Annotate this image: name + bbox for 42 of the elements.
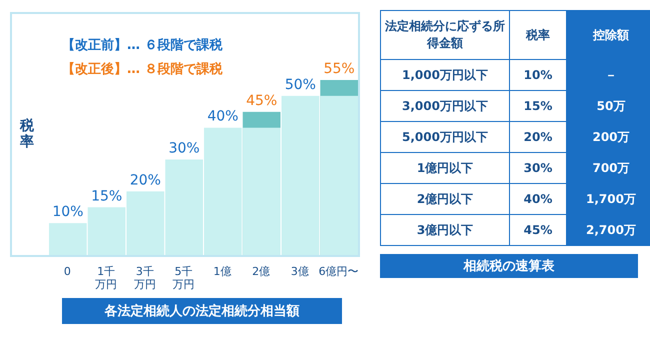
x-tick-label: 1千万円: [95, 265, 118, 291]
x-tick-label: 3千万円: [134, 265, 156, 291]
data-label: 10%: [52, 204, 84, 220]
data-label: 45%: [246, 92, 278, 109]
text: 【改正前】… ６段階で課税: [62, 37, 223, 54]
x-tick-label: 0: [64, 265, 71, 278]
text: 30%: [510, 152, 566, 184]
text: 2億円以下: [380, 184, 510, 214]
text: 3億円以下: [380, 214, 510, 246]
x-tick-label: 2億: [252, 265, 270, 278]
text: 15%: [510, 90, 566, 122]
x-tick-label: 1億: [213, 265, 232, 278]
text: 1億円以下: [380, 152, 510, 184]
x-tick-label: 6億円〜: [318, 265, 359, 278]
data-label: 40%: [207, 108, 238, 125]
text: 700万: [566, 152, 650, 184]
text: 相続税の速算表: [380, 254, 638, 278]
text: 1,700万: [566, 184, 650, 214]
x-tick-label: 5千万円: [172, 265, 195, 291]
data-label: 15%: [91, 188, 122, 204]
text: 控除額: [566, 10, 650, 60]
text: －: [566, 60, 650, 90]
data-label: 30%: [168, 140, 200, 157]
text: 2,700万: [566, 214, 650, 246]
text: 20%: [510, 122, 566, 152]
data-label: 55%: [324, 61, 355, 77]
text: 法定相続分に応ずる所得金額: [380, 10, 510, 60]
data-label: 20%: [130, 172, 161, 188]
text: 40%: [510, 184, 566, 214]
text: 3,000万円以下: [380, 90, 510, 122]
x-axis-title: 各法定相続人の法定相続分相当額: [62, 298, 342, 324]
y-axis-title: 税率: [20, 118, 35, 150]
text: 45%: [510, 214, 566, 246]
data-label: 50%: [284, 76, 316, 93]
text: 5,000万円以下: [380, 122, 510, 152]
text: 50万: [566, 90, 650, 122]
text: 【改正後】… ８段階で課税: [62, 61, 223, 78]
text: 10%: [510, 60, 566, 90]
text: 1,000万円以下: [380, 60, 510, 90]
text: 200万: [566, 122, 650, 152]
x-tick-label: 3億: [290, 265, 309, 278]
text: 税率: [510, 10, 566, 60]
